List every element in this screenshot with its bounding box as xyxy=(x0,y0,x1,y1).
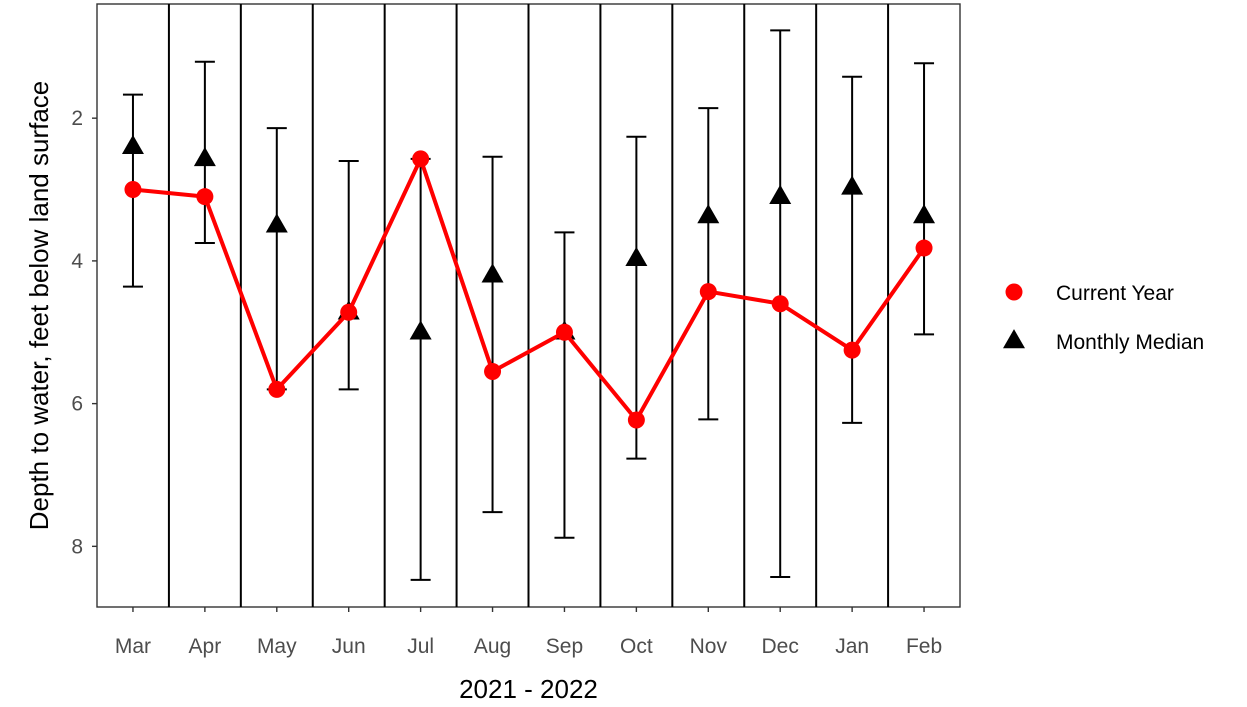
current-year-point-may xyxy=(268,380,286,398)
x-tick-label-apr: Apr xyxy=(189,635,222,658)
x-tick-label-jun: Jun xyxy=(332,635,366,658)
current-year-point-dec xyxy=(771,295,789,313)
y-tick-label-4: 4 xyxy=(71,250,83,273)
legend-current-year-key xyxy=(1005,283,1023,301)
median-marker-apr xyxy=(193,146,216,167)
x-tick-label-sep: Sep xyxy=(546,635,583,658)
current-year-point-oct xyxy=(627,411,645,429)
x-tick-label-jan: Jan xyxy=(835,635,869,658)
current-year-point-apr xyxy=(196,188,214,206)
x-tick-label-may: May xyxy=(257,635,297,658)
current-year-point-feb xyxy=(915,239,933,257)
x-tick-label-nov: Nov xyxy=(690,635,728,658)
legend-current-year-label: Current Year xyxy=(1056,282,1174,305)
x-tick-label-mar: Mar xyxy=(115,635,151,658)
x-axis-title: 2021 - 2022 xyxy=(459,674,598,704)
current-year-point-nov xyxy=(699,283,717,301)
x-tick-label-feb: Feb xyxy=(906,635,942,658)
median-marker-mar xyxy=(121,134,144,154)
median-marker-oct xyxy=(625,246,648,267)
median-marker-may xyxy=(265,213,288,233)
median-marker-feb xyxy=(913,204,936,224)
median-marker-jul xyxy=(409,320,432,340)
x-tick-label-aug: Aug xyxy=(474,635,511,658)
y-tick-label-6: 6 xyxy=(71,393,83,416)
median-marker-dec xyxy=(769,184,792,204)
legend-monthly-median-key xyxy=(1003,329,1025,349)
current-year-point-jul xyxy=(412,150,430,168)
current-year-point-jan xyxy=(843,341,861,359)
x-tick-label-dec: Dec xyxy=(762,635,799,658)
legend-monthly-median-label: Monthly Median xyxy=(1056,331,1204,354)
current-year-line xyxy=(132,156,926,423)
y-tick-label-8: 8 xyxy=(71,535,83,558)
current-year-point-jun xyxy=(340,303,358,321)
y-axis-title: Depth to water, feet below land surface xyxy=(24,81,54,531)
y-tick-label-2: 2 xyxy=(71,107,83,130)
current-year-point-aug xyxy=(484,363,502,381)
median-marker-nov xyxy=(697,204,720,224)
current-year-point-sep xyxy=(555,323,573,341)
median-marker-aug xyxy=(481,263,504,283)
x-tick-label-oct: Oct xyxy=(620,635,653,658)
current-year-point-mar xyxy=(124,181,142,199)
x-tick-label-jul: Jul xyxy=(407,635,434,658)
median-marker-jan xyxy=(841,175,864,195)
